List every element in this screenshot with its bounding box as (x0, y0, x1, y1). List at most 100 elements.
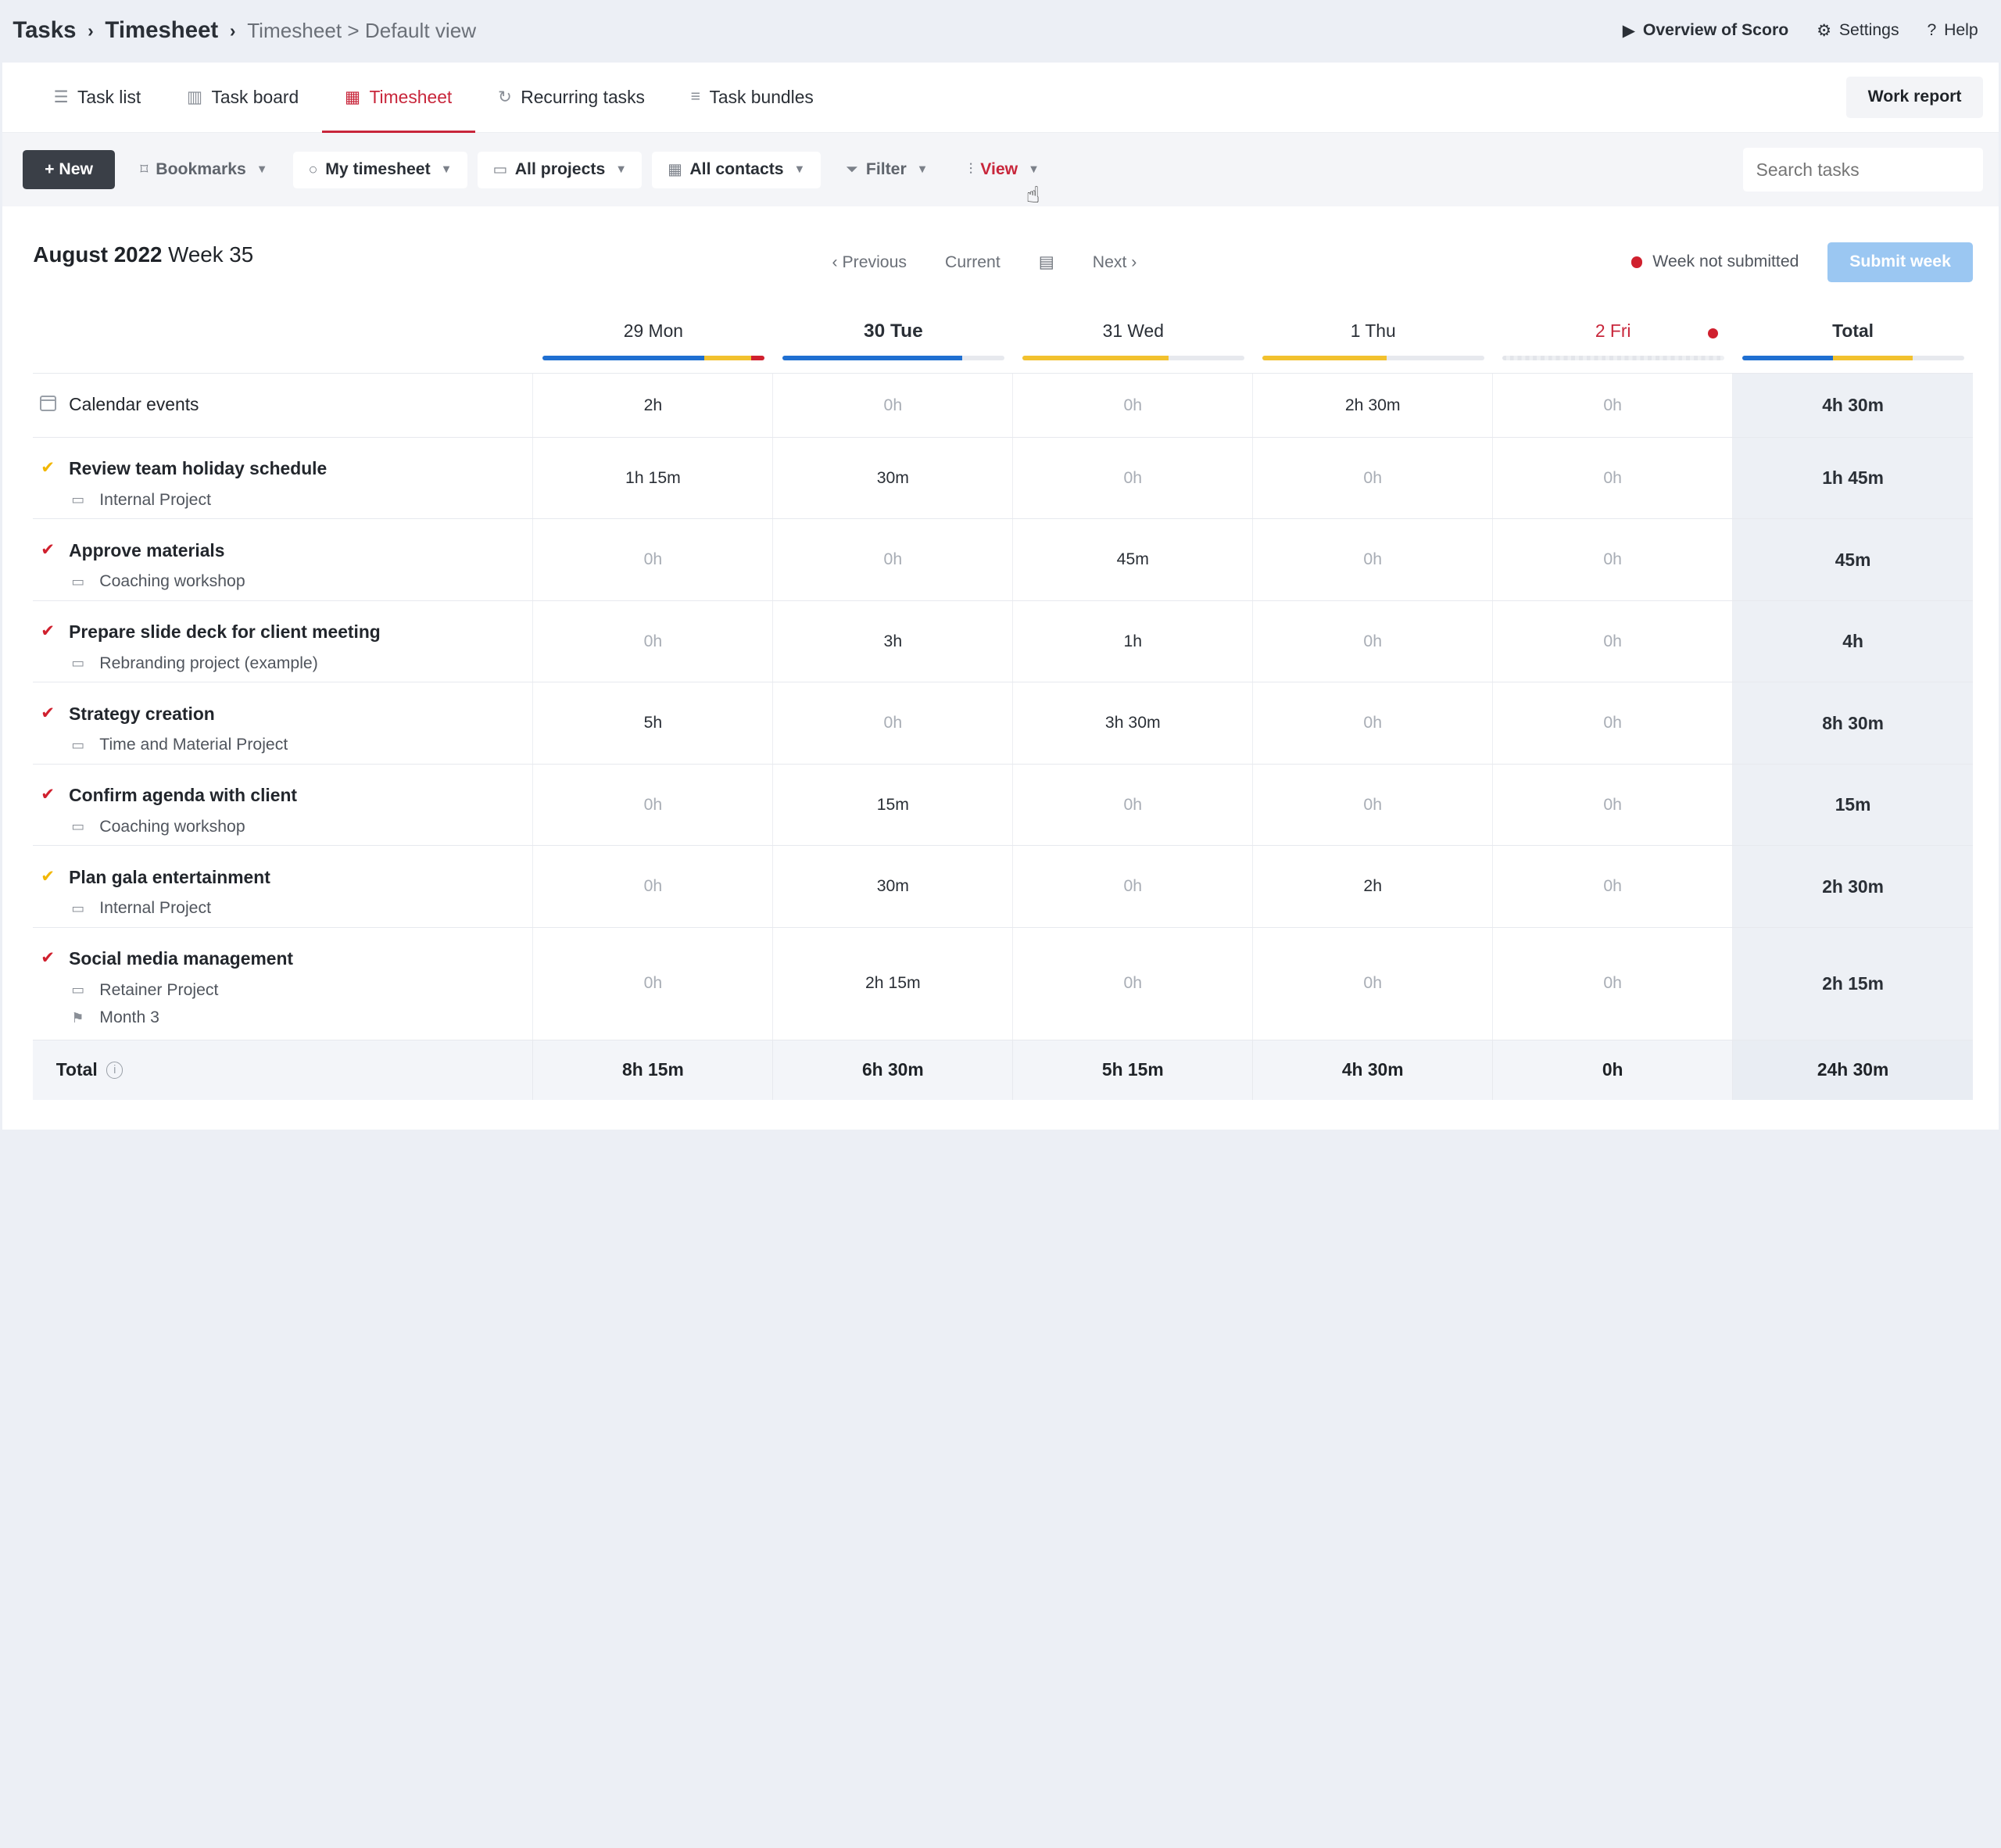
time-cell[interactable]: 0h (773, 682, 1014, 764)
time-cell[interactable]: 3h (773, 600, 1014, 682)
all-contacts-dropdown[interactable]: ▦ All contacts ▼ (652, 151, 821, 188)
info-icon[interactable]: i (106, 1062, 123, 1079)
previous-button[interactable]: ‹ Previous (832, 252, 907, 271)
work-report-button[interactable]: Work report (1845, 76, 1984, 119)
my-timesheet-dropdown[interactable]: ○ My timesheet ▼ (293, 151, 467, 188)
task-project[interactable]: ▭ Rebranding project (example) (69, 654, 532, 673)
task-project[interactable]: ▭ Internal Project (69, 899, 532, 918)
time-cell[interactable]: 0h (1493, 437, 1734, 519)
submit-week-button[interactable]: Submit week (1827, 242, 1974, 282)
board-icon: ▥ (186, 88, 203, 106)
time-cell[interactable]: 0h (1013, 374, 1254, 437)
time-cell[interactable]: 0h (1253, 437, 1494, 519)
settings-link[interactable]: ⚙ Settings (1817, 21, 1899, 41)
view-dropdown[interactable]: ⫶ View ▼ (954, 152, 1054, 188)
calendar-icon[interactable]: ▤ (1038, 253, 1054, 272)
time-cell[interactable]: 2h 15m (773, 927, 1014, 1040)
unsubmitted-dot-icon (1707, 328, 1718, 338)
time-cell[interactable]: 2h (1253, 846, 1494, 927)
time-cell[interactable]: 30m (773, 846, 1014, 927)
day-progress-bar (1502, 355, 1724, 361)
time-cell[interactable]: 5h (533, 682, 774, 764)
time-cell[interactable]: 0h (533, 927, 774, 1040)
task-name[interactable]: Confirm agenda with client (69, 785, 298, 806)
new-button[interactable]: + New (23, 150, 115, 190)
time-cell[interactable]: 2h (533, 374, 774, 437)
time-cell[interactable]: 0h (1493, 519, 1734, 600)
tab-recurring-tasks[interactable]: ↻ Recurring tasks (475, 63, 668, 132)
tab-task-board[interactable]: ▥ Task board (164, 63, 322, 132)
breadcrumb-view[interactable]: Timesheet > Default view (247, 18, 477, 42)
task-project[interactable]: ▭ Coaching workshop (69, 818, 532, 836)
task-project[interactable]: ▭ Retainer Project (69, 981, 532, 1000)
breadcrumb-timesheet[interactable]: Timesheet (105, 17, 219, 44)
task-row: ✔ Review team holiday schedule ▭ Internal P… (33, 437, 1974, 520)
next-button[interactable]: Next › (1092, 252, 1137, 271)
time-cell[interactable]: 0h (1253, 927, 1494, 1040)
task-name[interactable]: Review team holiday schedule (69, 458, 328, 479)
bookmarks-dropdown[interactable]: ⌑ Bookmarks ▼ (125, 152, 283, 188)
time-cell[interactable]: 30m (773, 437, 1014, 519)
breadcrumb-tasks[interactable]: Tasks (13, 17, 77, 44)
day-progress-bar (782, 355, 1004, 361)
day-column-header: 30 Tue (773, 309, 1013, 373)
day-total: 8h 15m (533, 1040, 774, 1101)
time-cell[interactable]: 0h (1493, 764, 1734, 846)
time-cell[interactable]: 1h (1013, 600, 1254, 682)
milestone-name: Month 3 (99, 1008, 159, 1027)
tab-list: ☰ Task list ▥ Task board ▦ Timesheet ↻ Recurrin… (30, 63, 836, 134)
tab-task-bundles[interactable]: ≡ Task bundles (668, 63, 836, 132)
checkmark-icon: ✔ (41, 704, 55, 722)
time-cell[interactable]: 0h (1013, 764, 1254, 846)
task-name[interactable]: Social media management (69, 948, 294, 969)
time-cell[interactable]: 15m (773, 764, 1014, 846)
time-cell[interactable]: 0h (1013, 846, 1254, 927)
current-button[interactable]: Current (945, 252, 1000, 271)
search-input[interactable] (1743, 148, 1984, 192)
time-cell[interactable]: 0h (1013, 927, 1254, 1040)
row-total: 8h 30m (1733, 682, 1974, 764)
time-cell[interactable]: 0h (1493, 927, 1734, 1040)
filter-dropdown[interactable]: ⏷ Filter ▼ (831, 152, 943, 188)
day-progress-segment (750, 355, 764, 361)
tab-task-list[interactable]: ☰ Task list (30, 63, 163, 132)
task-name[interactable]: Strategy creation (69, 703, 215, 724)
time-cell[interactable]: 3h 30m (1013, 682, 1254, 764)
time-cell[interactable]: 1h 15m (533, 437, 774, 519)
task-name[interactable]: Plan gala entertainment (69, 866, 270, 887)
day-total: 5h 15m (1013, 1040, 1254, 1101)
overview-link[interactable]: ▶ Overview of Scoro (1623, 21, 1788, 41)
time-cell[interactable]: 45m (1013, 519, 1254, 600)
time-cell[interactable]: 0h (1013, 437, 1254, 519)
task-project[interactable]: ▭ Time and Material Project (69, 736, 532, 754)
calendar-events-row: Calendar events 2h 0h 0h 2h 30m 0h 4h 30m (33, 374, 1974, 438)
help-link[interactable]: ? Help (1927, 21, 1978, 40)
task-milestone[interactable]: ⚑ Month 3 (69, 1008, 532, 1027)
project-name: Internal Project (99, 490, 211, 509)
task-project[interactable]: ▭ Coaching workshop (69, 572, 532, 591)
time-cell[interactable]: 0h (1493, 682, 1734, 764)
tab-timesheet[interactable]: ▦ Timesheet (321, 63, 475, 134)
day-label: 31 Wed (1102, 320, 1164, 341)
time-cell[interactable]: 0h (1253, 600, 1494, 682)
task-name[interactable]: Approve materials (69, 539, 225, 560)
checkmark-icon: ✔ (41, 949, 55, 967)
time-cell[interactable]: 0h (1493, 846, 1734, 927)
time-cell[interactable]: 0h (533, 600, 774, 682)
time-cell[interactable]: 0h (773, 374, 1014, 437)
time-cell[interactable]: 0h (1253, 682, 1494, 764)
all-projects-dropdown[interactable]: ▭ All projects ▼ (477, 151, 643, 188)
time-cell[interactable]: 0h (533, 519, 774, 600)
time-cell[interactable]: 0h (533, 846, 774, 927)
time-cell[interactable]: 0h (1493, 374, 1734, 437)
task-name[interactable]: Prepare slide deck for client meeting (69, 621, 381, 643)
time-cell[interactable]: 0h (773, 519, 1014, 600)
day-progress-bar (1022, 355, 1244, 361)
time-cell[interactable]: 0h (1253, 764, 1494, 846)
time-cell[interactable]: 2h 30m (1253, 374, 1494, 437)
time-cell[interactable]: 0h (1493, 600, 1734, 682)
time-cell[interactable]: 0h (533, 764, 774, 846)
time-cell[interactable]: 0h (1253, 519, 1494, 600)
task-project[interactable]: ▭ Internal Project (69, 491, 532, 510)
tabs-bar: ☰ Task list ▥ Task board ▦ Timesheet ↻ Recurrin… (2, 63, 1999, 134)
